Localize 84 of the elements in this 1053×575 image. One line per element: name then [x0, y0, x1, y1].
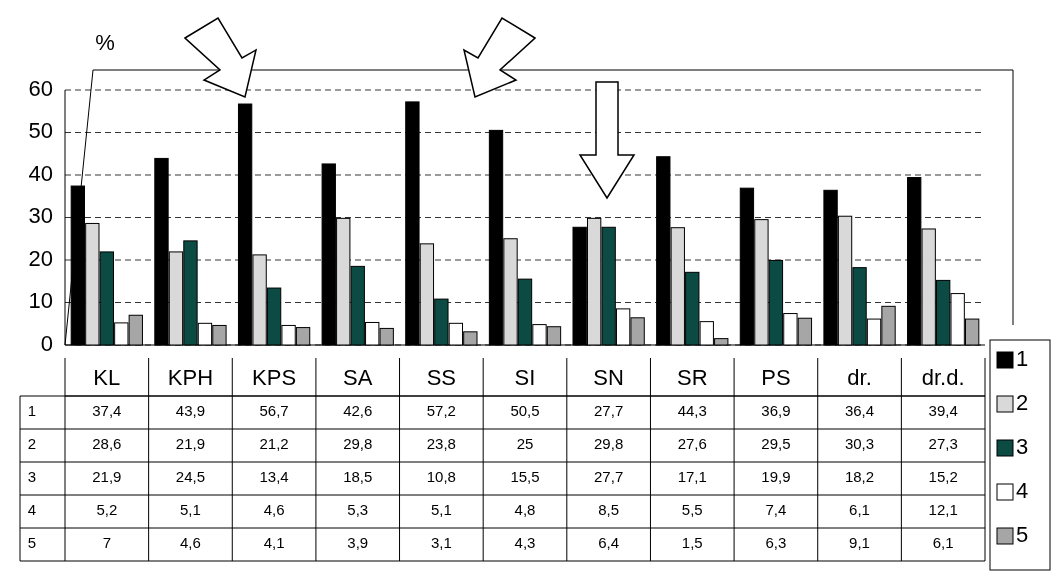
data-label: 4,3: [514, 534, 536, 552]
legend-label: 2: [1016, 389, 1029, 415]
data-label: 17,1: [677, 468, 707, 486]
data-label: 15,2: [928, 468, 958, 486]
data-label: 12,1: [928, 501, 958, 519]
data-label: 29,8: [594, 435, 624, 453]
data-label: 27,3: [928, 435, 958, 453]
data-label: 6,1: [849, 501, 870, 519]
data-label: 29,8: [343, 435, 373, 453]
x-tick-label: SR: [676, 364, 708, 390]
data-label: 5,3: [347, 501, 369, 519]
data-label: 44,3: [677, 402, 707, 420]
data-label: 19,9: [761, 468, 791, 486]
data-label: 9,1: [849, 534, 870, 552]
text: 4: [27, 501, 37, 519]
y-tick-label: 40: [28, 160, 53, 186]
data-label: 42,6: [343, 402, 373, 420]
x-tick-label: KPH: [167, 364, 214, 390]
text: 1: [27, 402, 37, 420]
data-label: 4,6: [263, 501, 285, 519]
data-label: 21,2: [259, 435, 289, 453]
data-label: 5,2: [96, 501, 118, 519]
text: 2: [27, 435, 37, 453]
data-label: 6,1: [932, 534, 954, 552]
y-axis-title: %: [95, 30, 115, 55]
legend-label: 4: [1016, 477, 1029, 503]
data-label: 36,9: [761, 402, 791, 420]
x-tick-label: SA: [343, 364, 373, 390]
data-label: 4,6: [180, 534, 201, 552]
data-label: 36,4: [844, 402, 875, 420]
data-label: 7: [102, 534, 111, 552]
x-tick-label: KL: [93, 364, 121, 390]
data-label: 3,1: [430, 534, 452, 552]
data-label: 6,4: [598, 534, 620, 552]
legend-label: 5: [1016, 521, 1029, 547]
x-tick-label: dr.: [847, 364, 872, 390]
data-label: 5,1: [180, 501, 201, 519]
x-tick-label: PS: [761, 364, 791, 390]
data-label: 13,4: [259, 468, 289, 486]
y-tick-label: 20: [28, 245, 53, 271]
data-label: 37,4: [92, 402, 122, 420]
data-label: 29,5: [761, 435, 791, 453]
legend-label: 1: [1016, 345, 1029, 371]
data-label: 25: [516, 435, 534, 453]
y-tick-label: 60: [28, 75, 53, 101]
y-tick-label: 10: [28, 288, 53, 314]
y-tick-label: 30: [28, 203, 53, 229]
data-label: 27,7: [594, 402, 624, 420]
data-label: 30,3: [844, 435, 875, 453]
data-label: 5,5: [681, 501, 703, 519]
text: 3: [27, 468, 37, 486]
data-label: 18,5: [343, 468, 373, 486]
data-label: 8,5: [598, 501, 620, 519]
data-label: 24,5: [175, 468, 206, 486]
y-tick-label: 0: [40, 330, 53, 356]
data-label: 56,7: [259, 402, 289, 420]
y-tick-label: 50: [28, 118, 53, 144]
data-label: 4,1: [263, 534, 285, 552]
data-label: 23,8: [426, 435, 456, 453]
data-label: 4,8: [514, 501, 536, 519]
data-label: 1,5: [681, 534, 703, 552]
data-label: 7,4: [765, 501, 787, 519]
x-tick-label: SI: [514, 364, 536, 390]
data-label: 57,2: [426, 402, 456, 420]
data-label: 3,9: [347, 534, 369, 552]
data-label: 18,2: [844, 468, 875, 486]
data-label: 27,7: [594, 468, 624, 486]
data-label: 6,3: [765, 534, 787, 552]
data-label: 27,6: [677, 435, 707, 453]
x-tick-label: SN: [593, 364, 624, 390]
data-label: 21,9: [92, 468, 122, 486]
x-tick-label: dr.d.: [921, 364, 965, 390]
text: 5: [27, 534, 37, 552]
data-label: 39,4: [928, 402, 958, 420]
x-tick-label: KPS: [252, 364, 297, 390]
data-label: 50,5: [510, 402, 540, 420]
data-label: 28,6: [92, 435, 122, 453]
x-tick-label: SS: [426, 364, 457, 390]
data-label: 21,9: [175, 435, 206, 453]
legend-label: 3: [1016, 433, 1029, 459]
data-label: 5,1: [430, 501, 452, 519]
data-label: 15,5: [510, 468, 540, 486]
data-label: 10,8: [426, 468, 456, 486]
data-label: 43,9: [175, 402, 206, 420]
